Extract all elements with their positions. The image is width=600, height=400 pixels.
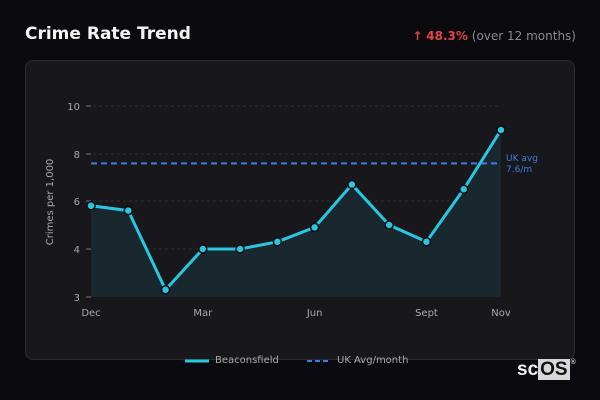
svg-text:6: 6 (74, 197, 80, 208)
svg-text:UK avg: UK avg (506, 154, 538, 164)
svg-text:Crimes per 1,000: Crimes per 1,000 (45, 159, 56, 246)
svg-text:3: 3 (74, 293, 80, 304)
legend-item-beaconsfield[interactable]: Beaconsfield (185, 355, 279, 366)
svg-text:Nov: Nov (491, 308, 511, 319)
scos-logo: sc OS ® (517, 359, 576, 380)
svg-text:Dec: Dec (81, 308, 100, 319)
svg-text:10: 10 (67, 102, 80, 113)
legend-label: UK Avg/month (337, 355, 409, 366)
svg-text:Sept: Sept (415, 308, 438, 319)
svg-text:Mar: Mar (193, 308, 213, 319)
legend-item-uk-avg[interactable]: UK Avg/month (307, 355, 408, 366)
change-indicator: ↑ 48.3% (over 12 months) (412, 29, 576, 43)
svg-text:7.6/m: 7.6/m (506, 165, 532, 175)
change-percent: 48.3% (426, 29, 468, 43)
change-period: (over 12 months) (471, 29, 576, 43)
chart-legend: Beaconsfield UK Avg/month (0, 355, 600, 371)
svg-text:Jun: Jun (306, 308, 323, 319)
svg-text:8: 8 (74, 150, 80, 161)
chart-title: Crime Rate Trend (25, 24, 191, 44)
svg-text:4: 4 (74, 245, 80, 256)
dashed-line-icon (307, 359, 331, 362)
up-arrow-icon: ↑ (412, 29, 423, 43)
legend-label: Beaconsfield (215, 355, 279, 366)
solid-line-icon (185, 359, 209, 362)
